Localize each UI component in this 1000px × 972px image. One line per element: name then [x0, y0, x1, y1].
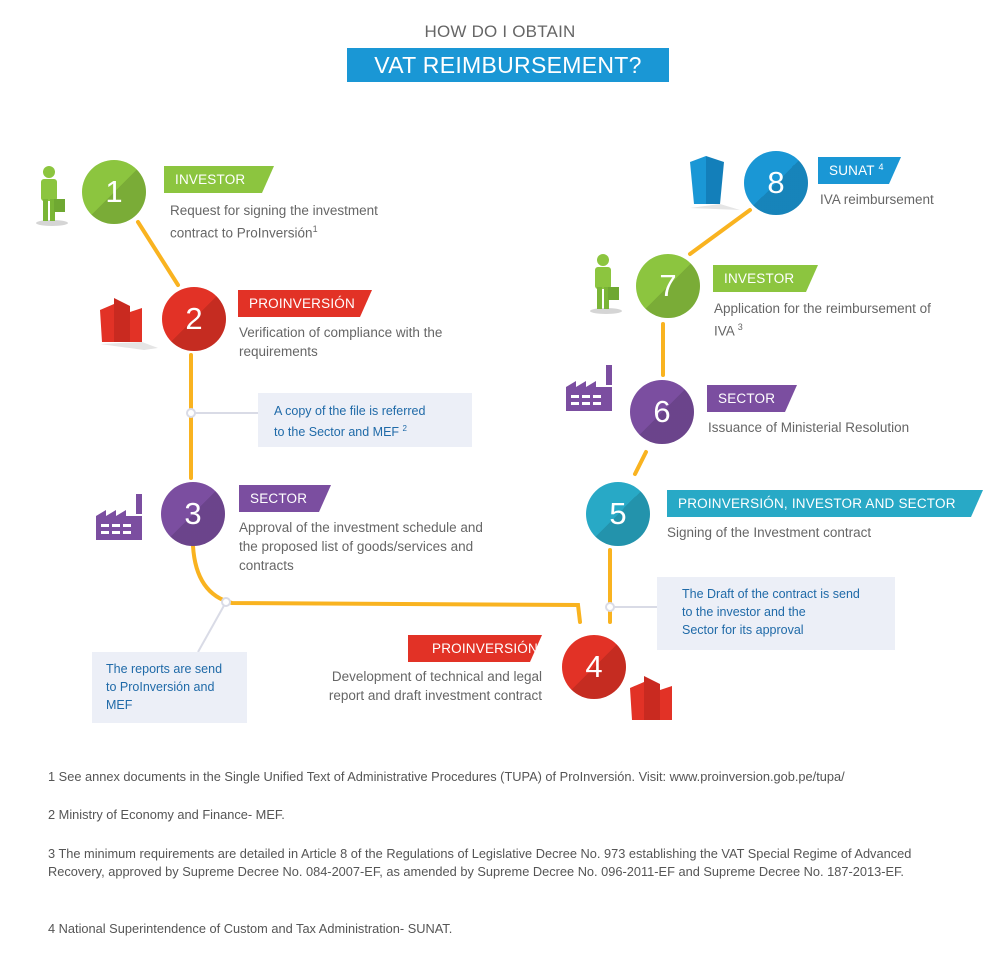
note-dot-3 [605, 602, 615, 612]
step-description: Signing of the Investment contract [667, 525, 872, 540]
person-icon [590, 254, 622, 314]
step-circle-5: 5 [586, 482, 650, 546]
note-dot-2 [221, 597, 231, 607]
factory-icon [566, 365, 612, 411]
note-dot-1 [186, 408, 196, 418]
step-actor-tag: SUNAT 4 [818, 157, 901, 184]
step-actor-tag: PROINVERSIÓN, INVESTOR AND SECTOR [667, 490, 983, 517]
step-description: Approval of the investment schedule and … [239, 520, 483, 573]
step-circle-6: 6 [630, 380, 694, 444]
building-icon [100, 298, 158, 350]
note-pointer-2 [197, 601, 227, 653]
note-box: The Draft of the contract is send to the… [657, 577, 895, 650]
step-description: IVA reimbursement [820, 192, 934, 207]
step-actor-tag: INVESTOR [713, 265, 818, 292]
step-circle-7: 7 [636, 254, 700, 318]
connector-7-8 [688, 208, 752, 256]
step-description: Development of technical and legal repor… [328, 669, 542, 703]
step-actor-tag: INVESTOR [164, 166, 274, 193]
page-subtitle: HOW DO I OBTAIN [424, 22, 576, 41]
step-description: Verification of compliance with the requ… [239, 325, 443, 359]
connector-5-6 [633, 450, 648, 476]
step-circle-8: 8 [744, 151, 808, 215]
factory-icon [96, 494, 142, 540]
note-box: The reports are send to ProInversión and… [92, 652, 247, 723]
note-box: A copy of the file is referred to the Se… [258, 393, 472, 447]
building-icon [630, 676, 672, 720]
step-circle-3: 3 [161, 482, 225, 546]
step-description: Request for signing the investment contr… [170, 203, 378, 241]
connector-1-2 [136, 220, 180, 287]
step-actor-tag: SECTOR [239, 485, 331, 512]
footnote-2: 2 Ministry of Economy and Finance- MEF. [48, 807, 285, 822]
step-actor-tag: SECTOR [707, 385, 797, 412]
step-actor-tag: PROINVERSIÓN [408, 635, 542, 662]
building-icon [690, 156, 740, 210]
footnote-4: 4 National Superintendence of Custom and… [48, 921, 453, 936]
step-actor-tag: PROINVERSIÓN [238, 290, 372, 317]
page-title: VAT REIMBURSEMENT? [347, 48, 669, 82]
step-description: Issuance of Ministerial Resolution [708, 420, 910, 435]
connector-3-4 [191, 544, 582, 624]
step-circle-2: 2 [162, 287, 226, 351]
step-circle-1: 1 [82, 160, 146, 224]
footnote-3: 3 The minimum requirements are detailed … [48, 846, 912, 879]
step-circle-4: 4 [562, 635, 626, 699]
step-description: Application for the reimbursement of IVA… [714, 301, 931, 339]
footnote-1: 1 See annex documents in the Single Unif… [48, 769, 845, 784]
person-icon [36, 166, 68, 226]
